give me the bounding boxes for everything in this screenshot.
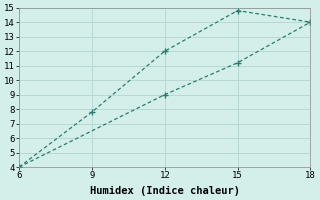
X-axis label: Humidex (Indice chaleur): Humidex (Indice chaleur) xyxy=(90,186,240,196)
